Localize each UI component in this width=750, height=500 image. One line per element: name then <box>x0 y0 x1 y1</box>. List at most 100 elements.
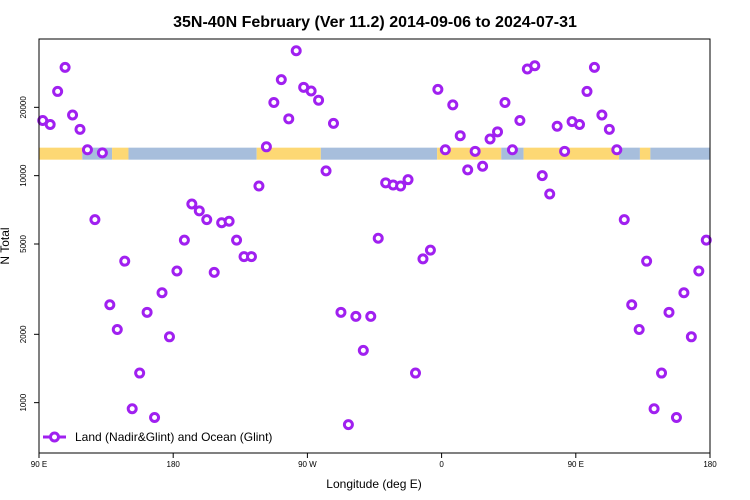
data-point <box>208 266 220 278</box>
data-point <box>648 403 660 415</box>
data-point <box>305 85 317 97</box>
data-point <box>350 310 362 322</box>
data-point <box>484 133 496 145</box>
band-segment-land <box>39 147 83 160</box>
y-tick-label: 20000 <box>19 96 28 119</box>
x-tick-label: 180 <box>703 460 717 469</box>
data-point <box>417 253 429 265</box>
chart-title: 35N-40N February (Ver 11.2) 2014-09-06 t… <box>173 14 577 31</box>
data-point <box>588 61 600 73</box>
data-point <box>89 214 101 226</box>
data-point <box>656 367 668 379</box>
data-point <box>559 145 571 157</box>
data-point <box>402 174 414 186</box>
data-point <box>335 306 347 318</box>
band-segment-ocean <box>650 147 710 160</box>
data-point <box>626 299 638 311</box>
data-point <box>693 265 705 277</box>
data-point <box>469 145 481 157</box>
data-point <box>126 403 138 415</box>
data-point <box>59 61 71 73</box>
legend-marker <box>49 431 60 443</box>
y-tick-label: 10000 <box>19 164 28 187</box>
x-tick-label: 90 E <box>568 460 584 469</box>
band-segment-land <box>437 147 502 160</box>
data-point <box>81 144 93 156</box>
data-point <box>320 165 332 177</box>
data-point <box>245 251 257 263</box>
data-point <box>447 99 459 111</box>
data-point <box>410 367 422 379</box>
data-points <box>37 45 712 431</box>
data-point <box>163 331 175 343</box>
band-segment-land <box>523 147 620 160</box>
data-point <box>492 126 504 138</box>
y-axis-ticks: 1000 2000 5000 10000 20000 <box>19 96 39 412</box>
data-point <box>544 188 556 200</box>
band-segment-land <box>639 147 651 160</box>
data-point <box>171 265 183 277</box>
data-point <box>633 324 645 336</box>
data-point <box>342 419 354 431</box>
data-point <box>313 94 325 106</box>
data-point <box>186 198 198 210</box>
x-axis-label: Longitude (deg E) <box>326 477 421 491</box>
data-point <box>432 83 444 95</box>
y-tick-label: 2000 <box>19 325 28 343</box>
data-point <box>372 232 384 244</box>
x-axis-ticks: 90 E 180 90 W 0 90 E 180 <box>31 453 717 469</box>
data-point <box>52 85 64 97</box>
data-point <box>327 117 339 129</box>
x-tick-label: 90 W <box>298 460 317 469</box>
data-point <box>395 180 407 192</box>
legend: Land (Nadir&Glint) and Ocean (Glint) <box>43 430 272 444</box>
data-point <box>231 234 243 246</box>
data-point <box>551 120 563 132</box>
data-point <box>618 214 630 226</box>
data-point <box>104 299 116 311</box>
data-point <box>96 147 108 159</box>
y-axis-label: N Total <box>0 227 12 264</box>
data-point <box>290 45 302 57</box>
data-point <box>477 160 489 172</box>
data-point <box>596 109 608 121</box>
data-point <box>536 170 548 182</box>
data-point <box>111 324 123 336</box>
y-tick-label: 5000 <box>19 235 28 253</box>
land-ocean-band <box>39 147 710 160</box>
data-point <box>178 234 190 246</box>
data-point <box>260 141 272 153</box>
data-point <box>506 144 518 156</box>
data-point <box>193 205 205 217</box>
data-point <box>581 85 593 97</box>
data-point <box>670 412 682 424</box>
legend-label: Land (Nadir&Glint) and Ocean (Glint) <box>75 430 272 444</box>
data-point <box>149 412 161 424</box>
data-point <box>454 130 466 142</box>
data-point <box>574 119 586 131</box>
y-tick-label: 1000 <box>19 393 28 411</box>
band-segment-land <box>112 147 129 160</box>
band-segment-ocean <box>619 147 640 160</box>
data-point <box>275 74 287 86</box>
data-point <box>283 113 295 125</box>
data-point <box>641 255 653 267</box>
data-point <box>462 164 474 176</box>
data-point <box>663 306 675 318</box>
data-point <box>685 331 697 343</box>
x-tick-label: 180 <box>167 460 181 469</box>
data-point <box>700 234 712 246</box>
plot-frame <box>38 38 711 454</box>
x-tick-label: 0 <box>439 460 444 469</box>
band-segment-ocean <box>320 147 438 160</box>
data-point <box>253 180 265 192</box>
data-point <box>268 97 280 109</box>
data-point <box>529 60 541 72</box>
band-segment-ocean <box>128 147 257 160</box>
data-point <box>74 123 86 135</box>
x-tick-label: 90 E <box>31 460 47 469</box>
data-point <box>603 123 615 135</box>
band-segment-land <box>256 147 321 160</box>
